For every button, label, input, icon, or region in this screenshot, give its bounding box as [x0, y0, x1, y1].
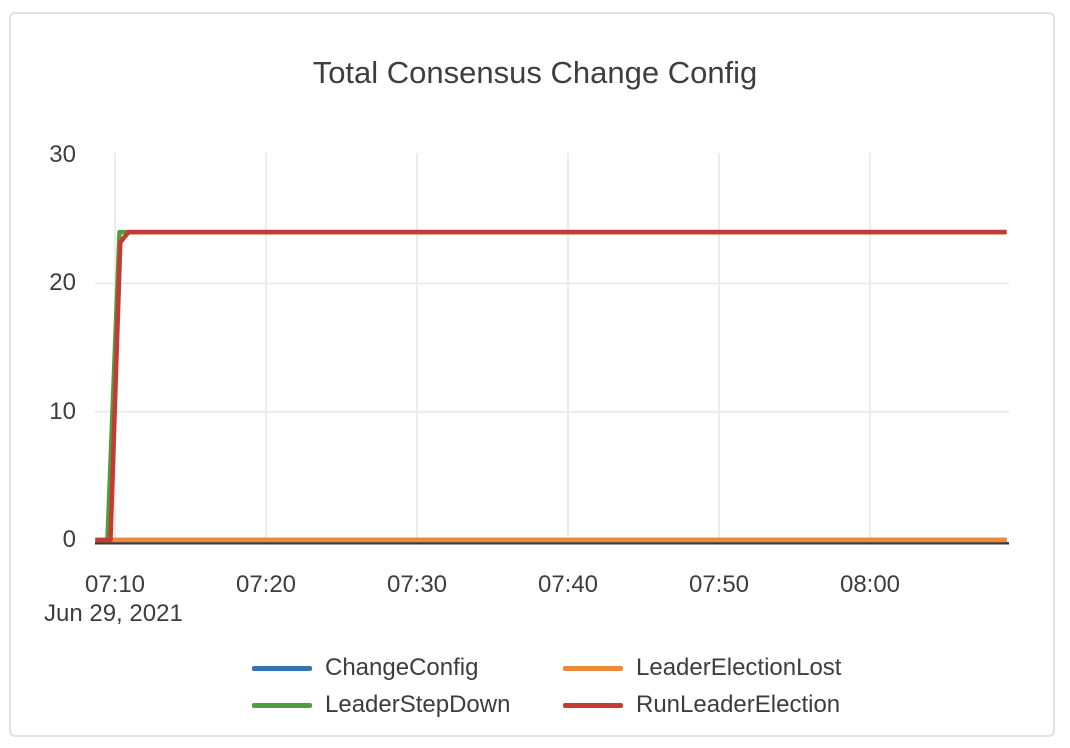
legend-label: LeaderStepDown: [325, 691, 511, 718]
x-tick-label: 07:10: [84, 571, 146, 598]
legend-item-changeconfig[interactable]: ChangeConfig: [252, 653, 478, 683]
x-tick-label: 07:50: [688, 571, 750, 598]
x-tick-label: 07:40: [537, 571, 599, 598]
legend-item-leaderelectionlost[interactable]: LeaderElectionLost: [563, 653, 841, 683]
x-tick-label: 07:30: [386, 571, 448, 598]
legend-swatch-changeconfig: [252, 665, 312, 671]
legend-item-runleaderelection[interactable]: RunLeaderElection: [563, 690, 840, 720]
y-tick-label: 0: [62, 526, 76, 553]
y-tick-label: 20: [49, 269, 76, 296]
chart-title: Total Consensus Change Config: [312, 55, 758, 90]
y-tick-label: 10: [49, 398, 76, 425]
legend-label: ChangeConfig: [325, 654, 479, 681]
x-tick-label: 07:20: [235, 571, 297, 598]
legend-swatch-runleaderelection: [563, 702, 623, 708]
legend-swatch-leaderelectionlost: [563, 665, 623, 671]
x-axis-date-label: Jun 29, 2021: [44, 600, 183, 627]
legend-item-leaderstepdown[interactable]: LeaderStepDown: [252, 690, 510, 720]
x-tick-label: 08:00: [839, 571, 901, 598]
y-tick-label: 30: [49, 141, 76, 168]
legend-label: RunLeaderElection: [636, 691, 841, 718]
legend-label: LeaderElectionLost: [636, 654, 842, 681]
legend-swatch-leaderstepdown: [252, 702, 312, 708]
